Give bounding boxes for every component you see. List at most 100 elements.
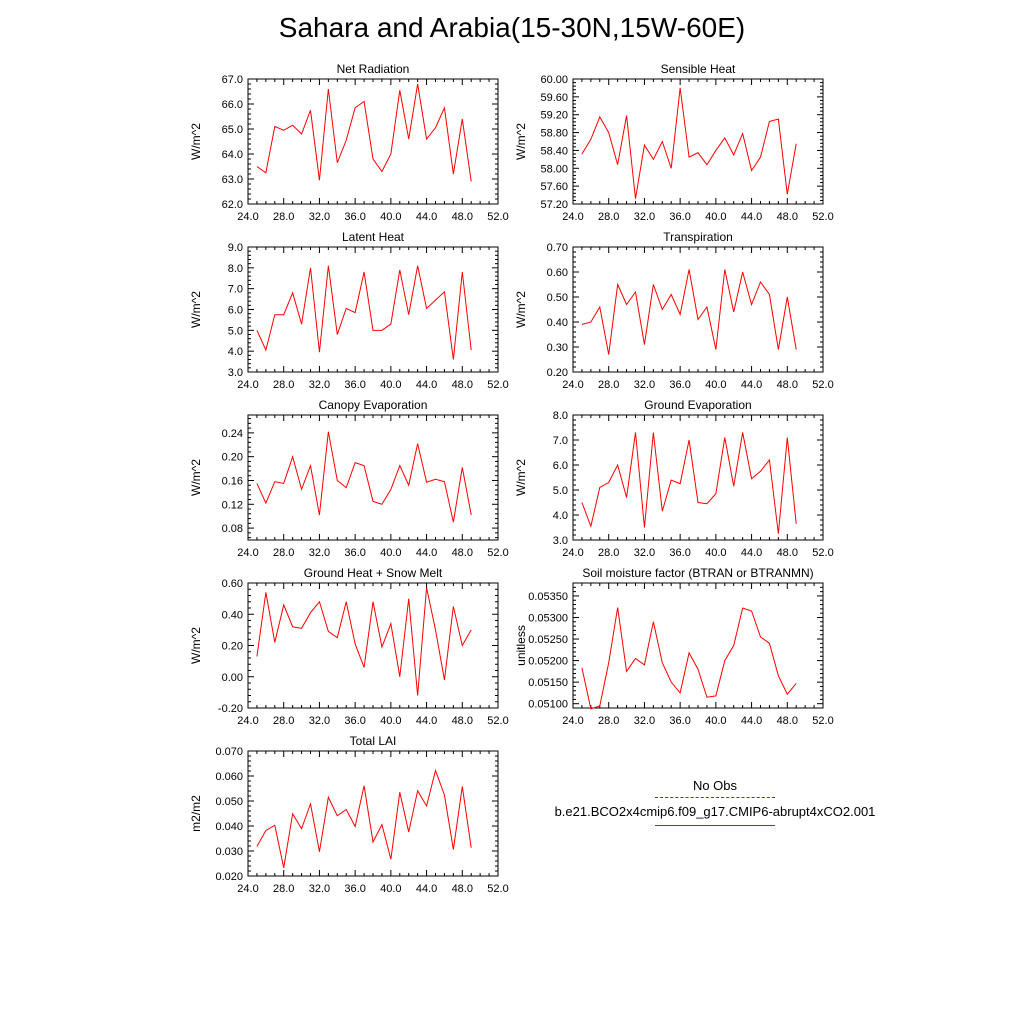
x-tick-label: 52.0	[487, 379, 508, 391]
panel-title: Latent Heat	[342, 230, 405, 244]
y-tick-label: 59.60	[540, 92, 568, 104]
y-tick-label: 0.12	[222, 499, 243, 511]
y-tick-label: 9.0	[228, 242, 243, 254]
y-axis-label: W/m^2	[189, 123, 203, 160]
x-tick-label: 36.0	[669, 379, 690, 391]
x-tick-label: 28.0	[598, 547, 619, 559]
y-axis-label: W/m^2	[189, 291, 203, 328]
y-tick-label: 0.08	[222, 523, 243, 535]
x-tick-label: 36.0	[344, 379, 365, 391]
y-tick-label: 57.60	[540, 181, 568, 193]
panel-canopy-evaporation: 24.0 28.0 32.0 36.0 40.0 44.0 48.0 52.0 0.08 0.12…	[189, 398, 509, 559]
series-line	[581, 432, 797, 534]
y-tick-label: 0.05200	[528, 656, 568, 668]
y-tick-label: 0.00	[222, 672, 243, 684]
plot-frame	[572, 582, 824, 709]
x-tick-label: 24.0	[237, 715, 258, 727]
x-tick-label: 40.0	[380, 379, 401, 391]
y-tick-label: 0.40	[547, 317, 568, 329]
x-tick-label: 36.0	[344, 547, 365, 559]
x-tick-label: 52.0	[812, 379, 833, 391]
series-line	[256, 768, 472, 868]
y-tick-label: 0.05250	[528, 634, 568, 646]
panel-soil-moisture-factor-btran-or-btranmn: 24.0 28.0 32.0 36.0 40.0 44.0 48.0 52.0 0.05100 0…	[514, 566, 834, 727]
panel-sensible-heat: 24.0 28.0 32.0 36.0 40.0 44.0 48.0 52.0 57.20 57.…	[514, 62, 834, 223]
panel-title: Total LAI	[350, 734, 397, 748]
y-tick-label: 6.0	[553, 460, 568, 472]
x-tick-label: 32.0	[634, 715, 655, 727]
x-tick-label: 40.0	[380, 883, 401, 895]
y-tick-label: 57.20	[540, 199, 568, 211]
x-tick-label: 44.0	[416, 547, 437, 559]
series-line	[581, 87, 797, 199]
y-axis-label: m2/m2	[189, 795, 203, 832]
x-tick-label: 44.0	[741, 547, 762, 559]
x-tick-label: 40.0	[705, 547, 726, 559]
x-tick-label: 48.0	[777, 211, 798, 223]
y-tick-label: 0.60	[222, 578, 243, 590]
y-tick-label: 0.16	[222, 475, 243, 487]
legend-obs-line	[655, 797, 775, 798]
x-tick-label: 40.0	[380, 715, 401, 727]
y-tick-label: 59.20	[540, 110, 568, 122]
x-tick-label: 24.0	[562, 379, 583, 391]
x-tick-label: 52.0	[812, 547, 833, 559]
x-tick-label: 48.0	[452, 547, 473, 559]
x-tick-label: 40.0	[380, 211, 401, 223]
x-tick-label: 28.0	[273, 211, 294, 223]
x-tick-label: 48.0	[777, 379, 798, 391]
y-tick-label: 64.0	[222, 149, 243, 161]
y-tick-label: 0.40	[222, 609, 243, 621]
y-tick-label: 0.05350	[528, 591, 568, 603]
y-axis-label: W/m^2	[514, 291, 528, 328]
x-tick-label: 48.0	[452, 715, 473, 727]
panel-total-lai: 24.0 28.0 32.0 36.0 40.0 44.0 48.0 52.0 0.020 0.0…	[189, 734, 509, 895]
panel-ground-heat-snow-melt: 24.0 28.0 32.0 36.0 40.0 44.0 48.0 52.0 -0.20 0.0…	[189, 566, 509, 727]
x-tick-label: 48.0	[452, 379, 473, 391]
x-tick-label: 36.0	[669, 211, 690, 223]
y-tick-label: 4.0	[228, 346, 243, 358]
y-tick-label: 60.00	[540, 74, 568, 86]
series-line	[256, 431, 472, 523]
y-tick-label: 0.050	[215, 796, 243, 808]
x-tick-label: 36.0	[669, 547, 690, 559]
panel-title: Net Radiation	[337, 62, 410, 76]
x-tick-label: 52.0	[812, 211, 833, 223]
x-tick-label: 24.0	[237, 211, 258, 223]
x-tick-label: 44.0	[416, 211, 437, 223]
y-axis-label: W/m^2	[189, 627, 203, 664]
panel-title: Ground Heat + Snow Melt	[304, 566, 443, 580]
y-tick-label: -0.20	[218, 703, 243, 715]
legend: No Obs b.e21.BCO2x4cmip6.f09_g17.CMIP6-a…	[520, 778, 910, 826]
x-tick-label: 24.0	[237, 379, 258, 391]
x-tick-label: 52.0	[487, 211, 508, 223]
y-tick-label: 0.020	[215, 871, 243, 883]
y-tick-label: 0.060	[215, 771, 243, 783]
x-tick-label: 28.0	[598, 715, 619, 727]
x-tick-label: 24.0	[562, 211, 583, 223]
x-tick-label: 44.0	[741, 379, 762, 391]
x-tick-label: 36.0	[344, 211, 365, 223]
series-line	[256, 83, 472, 182]
series-line	[256, 587, 472, 696]
plot-frame	[572, 414, 824, 541]
x-tick-label: 24.0	[237, 547, 258, 559]
x-tick-label: 28.0	[273, 547, 294, 559]
x-tick-label: 32.0	[309, 883, 330, 895]
plot-frame	[247, 78, 499, 205]
x-tick-label: 52.0	[487, 715, 508, 727]
y-tick-label: 62.0	[222, 199, 243, 211]
x-tick-label: 32.0	[309, 211, 330, 223]
x-tick-label: 24.0	[237, 883, 258, 895]
y-tick-label: 58.80	[540, 128, 568, 140]
x-tick-label: 32.0	[309, 715, 330, 727]
panel-title: Transpiration	[663, 230, 733, 244]
y-tick-label: 0.20	[547, 367, 568, 379]
legend-obs-label: No Obs	[692, 778, 738, 793]
panel-title: Sensible Heat	[661, 62, 736, 76]
y-tick-label: 3.0	[228, 367, 243, 379]
x-tick-label: 48.0	[452, 883, 473, 895]
y-tick-label: 0.040	[215, 821, 243, 833]
y-tick-label: 0.24	[222, 428, 243, 440]
